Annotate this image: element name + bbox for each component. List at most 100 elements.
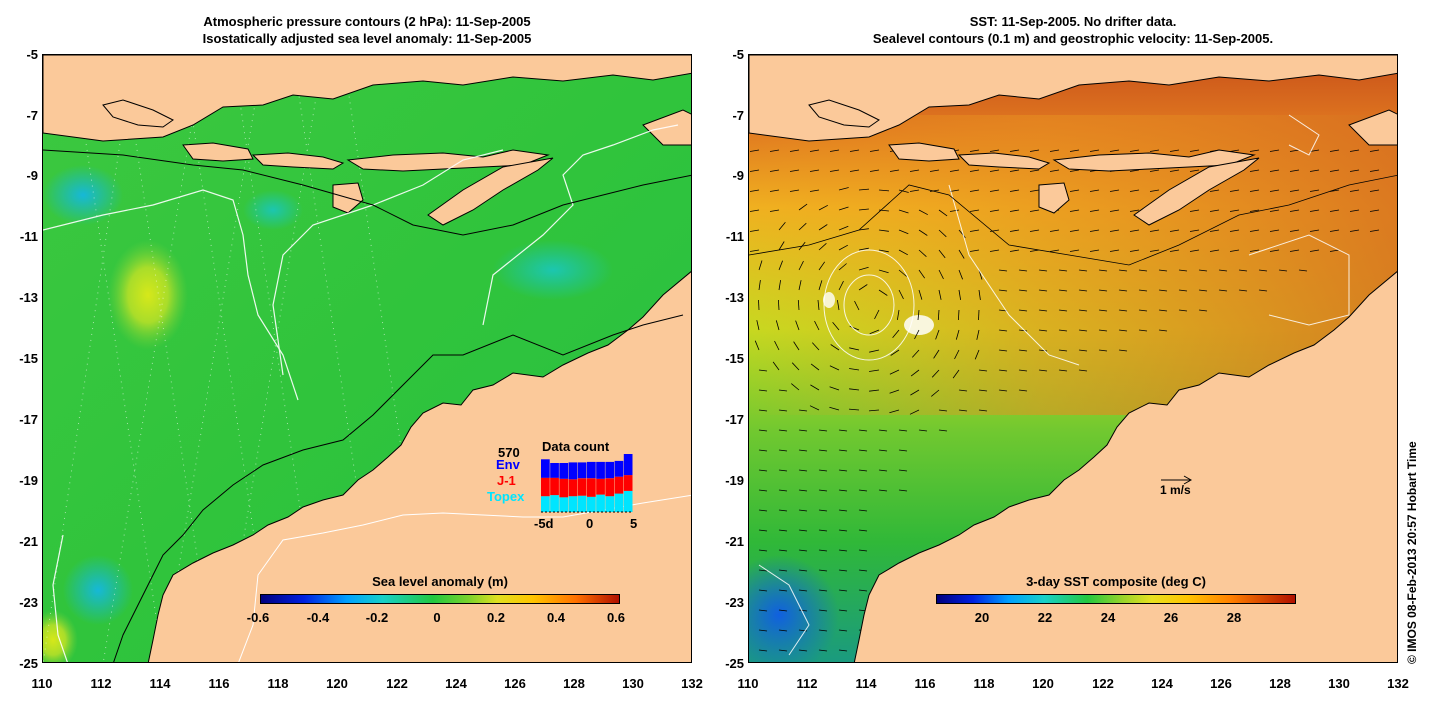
velocity-arrow	[1349, 169, 1360, 172]
velocity-arrow	[1309, 169, 1320, 172]
velocity-arrow	[889, 409, 900, 414]
velocity-arrow	[1158, 269, 1168, 272]
left-xtick: 112	[90, 676, 112, 691]
velocity-arrow	[778, 649, 788, 652]
velocity-arrow	[1198, 269, 1208, 272]
velocity-arrow	[897, 309, 900, 320]
right-ytick: -19	[725, 473, 744, 488]
velocity-arrow	[1218, 269, 1228, 272]
velocity-arrow	[910, 369, 920, 377]
velocity-arrow	[1029, 229, 1040, 232]
velocity-arrow	[1209, 249, 1220, 252]
data-count-bar-topex	[587, 496, 596, 512]
data-count-bar-j1	[559, 478, 569, 498]
velocity-arrow	[817, 299, 820, 311]
velocity-arrow	[818, 629, 828, 632]
data-count-bar-topex	[623, 490, 633, 512]
velocity-arrow	[1098, 349, 1108, 352]
velocity-arrow	[929, 189, 940, 192]
velocity-arrow	[1158, 309, 1168, 312]
velocity-arrow	[1109, 209, 1120, 212]
velocity-arrow	[1329, 149, 1340, 152]
velocity-arrow	[756, 320, 760, 331]
velocity-arrow	[778, 409, 788, 412]
velocity-arrow	[918, 429, 928, 432]
velocity-arrow	[1269, 249, 1280, 252]
velocity-arrow	[969, 169, 980, 172]
data-count-bar-env	[587, 461, 596, 479]
land-indonesia	[749, 55, 1397, 226]
velocity-arrow	[898, 189, 909, 193]
velocity-arrow	[890, 349, 900, 356]
velocity-arrow	[1058, 329, 1068, 332]
velocity-arrow	[898, 289, 904, 300]
velocity-arrow	[1329, 249, 1340, 252]
velocity-arrow	[1058, 349, 1068, 352]
data-count-bar-topex	[614, 493, 624, 512]
right-ytick: -5	[732, 47, 744, 62]
velocity-arrow	[778, 280, 781, 291]
left-cbtick: -0.6	[246, 610, 270, 625]
velocity-arrow	[1069, 169, 1080, 172]
right-xtick: 110	[737, 676, 759, 691]
velocity-arrow	[778, 489, 788, 492]
velocity-arrow	[898, 469, 908, 472]
velocity-arrow	[1009, 209, 1020, 212]
velocity-arrow	[989, 149, 1000, 152]
velocity-arrow	[1038, 309, 1048, 312]
data-count-bar-j1	[550, 477, 559, 496]
velocity-arrow	[1109, 249, 1120, 252]
left-ytick: -5	[26, 47, 38, 62]
velocity-arrow	[1038, 269, 1048, 272]
velocity-arrow	[1258, 269, 1268, 272]
velocity-arrow	[1269, 189, 1280, 192]
velocity-arrow	[778, 222, 786, 231]
velocity-arrow	[1138, 269, 1148, 272]
right-cbtick: 22	[1037, 610, 1053, 625]
velocity-arrow	[830, 344, 840, 351]
velocity-arrow	[818, 569, 828, 572]
velocity-arrow	[838, 569, 848, 572]
velocity-arrow	[791, 362, 800, 371]
sst-cold-patch	[749, 555, 839, 662]
velocity-arrow	[898, 269, 907, 277]
velocity-arrow	[818, 261, 826, 271]
velocity-arrow	[838, 509, 848, 512]
velocity-arrow	[1018, 269, 1028, 272]
velocity-arrow	[849, 368, 860, 371]
velocity-arrow	[858, 489, 868, 492]
left-xtick: 128	[563, 676, 585, 691]
velocity-arrow	[1249, 149, 1260, 152]
velocity-arrow	[1009, 249, 1020, 252]
velocity-arrow	[1029, 189, 1040, 192]
velocity-arrow	[837, 300, 840, 311]
data-count-bar-j1	[596, 478, 605, 495]
velocity-arrow	[1329, 169, 1340, 172]
velocity-arrow	[854, 300, 860, 311]
velocity-scale-arrow	[1161, 475, 1193, 485]
velocity-arrow	[758, 509, 768, 512]
right-ytick: -7	[732, 108, 744, 123]
velocity-arrow	[1069, 229, 1080, 232]
velocity-arrow	[1138, 329, 1148, 332]
left-cbtick: 0.6	[606, 610, 626, 625]
left-title-line2: Isostatically adjusted sea level anomaly…	[202, 31, 532, 46]
velocity-arrow	[798, 609, 808, 612]
velocity-arrow	[910, 389, 920, 396]
right-xtick: 112	[796, 676, 818, 691]
velocity-arrow	[1309, 189, 1320, 192]
data-count-bar-j1	[614, 476, 624, 494]
data-count-bar-topex	[568, 496, 578, 512]
velocity-arrow	[818, 609, 828, 612]
velocity-arrow	[1018, 309, 1028, 312]
right-xtick: 128	[1269, 676, 1291, 691]
velocity-arrow	[758, 429, 768, 432]
right-cbtick: 26	[1163, 610, 1179, 625]
left-colorbar	[260, 594, 620, 604]
right-cbtick: 24	[1100, 610, 1116, 625]
velocity-arrow	[1289, 189, 1300, 192]
velocity-arrow	[935, 329, 940, 340]
velocity-arrow	[1158, 329, 1168, 332]
left-xtick: 120	[326, 676, 348, 691]
velocity-arrow	[869, 149, 880, 152]
